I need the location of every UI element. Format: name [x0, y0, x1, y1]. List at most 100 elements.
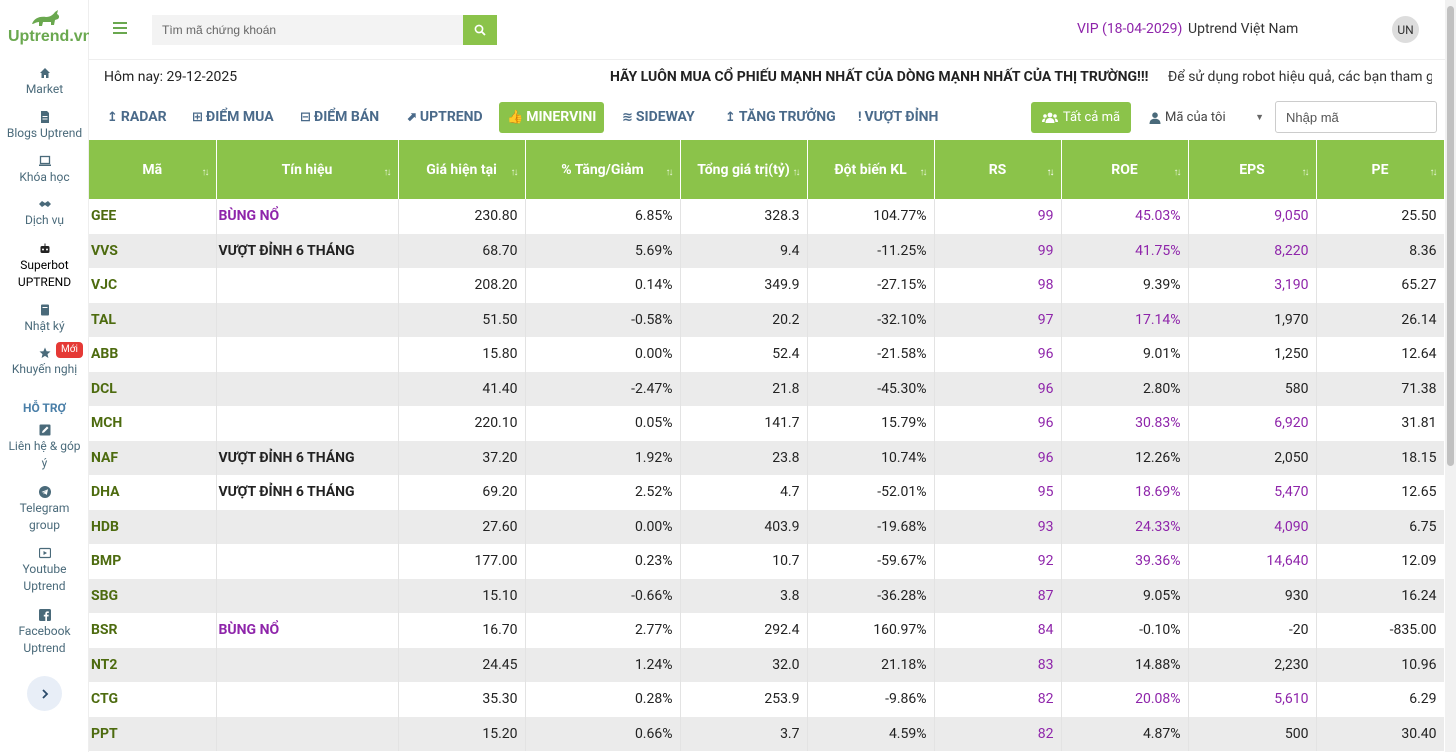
sidebar-item-services[interactable]: Dịch vụ	[0, 198, 89, 229]
sidebar-item-blogs[interactable]: Blogs Uptrend	[0, 111, 89, 142]
sidebar-item-telegram[interactable]: Telegram group	[0, 486, 89, 534]
header-label: ROE	[1111, 161, 1138, 178]
stock-search-input[interactable]	[152, 15, 464, 45]
column-header-eps[interactable]: EPS ↑↓	[1188, 140, 1317, 199]
sidebar-item-superbot[interactable]: Superbot UPTREND	[0, 243, 89, 291]
cell-code[interactable]: SBG	[89, 578, 217, 613]
sidebar: Uptrend.vn Market Blogs Uptrend Khóa học…	[0, 0, 92, 752]
column-header-rs[interactable]: RS ↑↓	[934, 140, 1062, 199]
code-input[interactable]	[1275, 101, 1437, 133]
username[interactable]: Uptrend Việt Nam	[1188, 21, 1299, 37]
table-row[interactable]: MCH 220.10 0.05% 141.7 15.79% 96 30.83% 6,920 31…	[89, 406, 1444, 441]
cell-roe: 2.80%	[1061, 371, 1189, 406]
cell-code[interactable]: HDB	[89, 509, 217, 544]
column-header-total-value[interactable]: Tổng giá trị(tỷ) ↑↓	[680, 140, 808, 199]
cell-total-value: 9.4	[680, 233, 808, 268]
column-header-change[interactable]: % Tăng/Giảm ↑↓	[525, 140, 681, 199]
cell-code[interactable]: BMP	[89, 544, 217, 579]
sidebar-item-contact[interactable]: Liên hệ & góp ý	[0, 424, 89, 472]
sidebar-item-facebook[interactable]: Facebook Uptrend	[0, 609, 89, 657]
tab-growth[interactable]: ↥ TĂNG TRƯỞNG	[717, 102, 844, 133]
cell-change: 0.00%	[525, 509, 681, 544]
table-row[interactable]: PPT 15.20 0.66% 3.7 4.59% 82 4.87% 500 30.40	[89, 716, 1444, 751]
table-row[interactable]: TAL 51.50 -0.58% 20.2 -32.10% 97 17.14% 1,970 26…	[89, 302, 1444, 337]
table-row[interactable]: NAF VƯỢT ĐỈNH 6 THÁNG 37.20 1.92% 23.8 10.74%…	[89, 440, 1444, 475]
cell-code[interactable]: VJC	[89, 268, 217, 303]
cell-code[interactable]: MCH	[89, 406, 217, 441]
sidebar-item-recommendations[interactable]: Khuyến nghị	[0, 347, 89, 378]
cell-change: 0.05%	[525, 406, 681, 441]
laptop-icon	[38, 155, 51, 166]
chevron-right-icon	[41, 688, 48, 699]
cell-eps: 6,920	[1188, 406, 1317, 441]
cell-code[interactable]: ABB	[89, 337, 217, 372]
table-row[interactable]: SBG 15.10 -0.66% 3.8 -36.28% 87 9.05% 930 16.24	[89, 578, 1444, 613]
scrollbar-thumb[interactable]	[1447, 6, 1454, 466]
cell-volume-spike: 104.77%	[807, 199, 935, 234]
cell-code[interactable]: CTG	[89, 682, 217, 717]
wave-icon: ≋	[622, 110, 633, 125]
table-row[interactable]: CTG 35.30 0.28% 253.9 -9.86% 82 20.08% 5,610 6.2…	[89, 682, 1444, 717]
cell-code[interactable]: NT2	[89, 647, 217, 682]
column-header-pe[interactable]: PE ↑↓	[1316, 140, 1444, 199]
cell-pe: 65.27	[1316, 268, 1444, 303]
all-codes-button[interactable]: Tất cả mã	[1031, 102, 1131, 133]
page-scrollbar[interactable]	[1445, 0, 1456, 752]
sidebar-expand-button[interactable]	[27, 676, 62, 711]
cell-pe: 31.81	[1316, 406, 1444, 441]
cell-code[interactable]: PPT	[89, 716, 217, 751]
column-header-signal[interactable]: Tín hiệu ↑↓	[216, 140, 399, 199]
menu-toggle-icon[interactable]	[113, 22, 127, 34]
cell-signal	[216, 268, 399, 303]
tab-uptrend[interactable]: ⬈ UPTREND	[398, 102, 491, 133]
cell-code[interactable]: NAF	[89, 440, 217, 475]
sort-icon: ↑↓	[1301, 167, 1310, 178]
cell-rs: 96	[934, 371, 1062, 406]
tab-minervini[interactable]: 👍 MINERVINI	[499, 102, 605, 133]
brand-logo[interactable]: Uptrend.vn	[8, 8, 92, 52]
cell-code[interactable]: GEE	[89, 199, 217, 234]
cell-pe: 18.15	[1316, 440, 1444, 475]
table-row[interactable]: NT2 24.45 1.24% 32.0 21.18% 83 14.88% 2,230 10.9…	[89, 647, 1444, 682]
cell-total-value: 328.3	[680, 199, 808, 234]
sidebar-item-journal[interactable]: Nhật ký	[0, 304, 89, 335]
table-row[interactable]: DCL 41.40 -2.47% 21.8 -45.30% 96 2.80% 580 71.38	[89, 371, 1444, 406]
tab-label: VƯỢT ĐỈNH	[864, 109, 939, 125]
table-row[interactable]: BSR BÙNG NỔ 16.70 2.77% 292.4 160.97% 84 -0.10%…	[89, 613, 1444, 648]
cell-code[interactable]: VVS	[89, 233, 217, 268]
table-row[interactable]: GEE BÙNG NỔ 230.80 6.85% 328.3 104.77% 99 45.03…	[89, 199, 1444, 234]
search-button[interactable]	[463, 15, 497, 45]
sidebar-item-market[interactable]: Market	[0, 67, 89, 98]
table-row[interactable]: DHA VƯỢT ĐỈNH 6 THÁNG 69.20 2.52% 4.7 -52.01%…	[89, 475, 1444, 510]
table-row[interactable]: ABB 15.80 0.00% 52.4 -21.58% 96 9.01% 1,250 12.6…	[89, 337, 1444, 372]
sidebar-item-courses[interactable]: Khóa học	[0, 155, 89, 186]
tab-breakout[interactable]: ! VƯỢT ĐỈNH	[850, 102, 946, 133]
cell-change: 0.14%	[525, 268, 681, 303]
cell-total-value: 3.7	[680, 716, 808, 751]
tab-sell-point[interactable]: ⊟ ĐIỂM BÁN	[292, 102, 387, 133]
tab-radar[interactable]: ↥ RADAR	[99, 102, 175, 133]
arrow-up-icon: ↥	[725, 110, 736, 125]
arrow-up-icon: ↥	[107, 110, 118, 125]
table-row[interactable]: VVS VƯỢT ĐỈNH 6 THÁNG 68.70 5.69% 9.4 -11.25%…	[89, 233, 1444, 268]
cell-eps: 9,050	[1188, 199, 1317, 234]
my-codes-dropdown[interactable]: Mã của tôi ▼	[1149, 102, 1264, 133]
column-header-price[interactable]: Giá hiện tại ↑↓	[398, 140, 526, 199]
tab-buy-point[interactable]: ⊞ ĐIỂM MUA	[184, 102, 282, 133]
cell-signal	[216, 406, 399, 441]
table-row[interactable]: BMP 177.00 0.23% 10.7 -59.67% 92 39.36% 14,640 1…	[89, 544, 1444, 579]
sidebar-item-youtube[interactable]: Youtube Uptrend	[0, 547, 89, 595]
avatar[interactable]: UN	[1392, 16, 1419, 43]
column-header-roe[interactable]: ROE ↑↓	[1061, 140, 1189, 199]
tab-sideway[interactable]: ≋ SIDEWAY	[614, 102, 703, 133]
cell-code[interactable]: TAL	[89, 302, 217, 337]
table-row[interactable]: HDB 27.60 0.00% 403.9 -19.68% 93 24.33% 4,090 6.…	[89, 509, 1444, 544]
exclamation-icon: !	[858, 110, 862, 125]
cell-code[interactable]: DHA	[89, 475, 217, 510]
column-header-volume-spike[interactable]: Đột biến KL ↑↓	[807, 140, 935, 199]
table-row[interactable]: VJC 208.20 0.14% 349.9 -27.15% 98 9.39% 3,190 65…	[89, 268, 1444, 303]
cell-signal: BÙNG NỔ	[216, 613, 399, 648]
cell-code[interactable]: DCL	[89, 371, 217, 406]
column-header-code[interactable]: Mã ↑↓	[89, 140, 217, 199]
cell-code[interactable]: BSR	[89, 613, 217, 648]
